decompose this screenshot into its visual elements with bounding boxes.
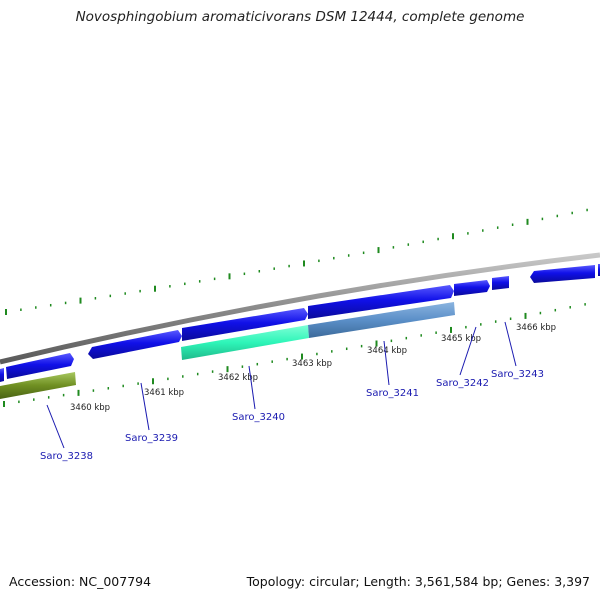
gene-label[interactable]: Saro_3243: [491, 369, 544, 380]
gene-label[interactable]: Saro_3238: [40, 451, 93, 462]
scale-labels: 3460 kbp 3461 kbp 3462 kbp 3463 kbp 3464…: [70, 323, 556, 413]
gene-arrow: [308, 285, 454, 319]
callout-line: [140, 382, 150, 431]
gene-arrow: [454, 280, 490, 296]
gene-label[interactable]: Saro_3240: [232, 412, 285, 423]
gene-label[interactable]: Saro_3242: [436, 378, 489, 389]
callout-line: [504, 321, 517, 367]
callout-line: [383, 340, 390, 386]
inner-tick-ring: [3, 303, 586, 407]
accession-text: Accession: NC_007794: [9, 574, 152, 589]
gene-arrow: [0, 368, 4, 382]
scale-label: 3463 kbp: [292, 359, 332, 369]
scale-label: 3460 kbp: [70, 403, 110, 413]
gene-arrow: [88, 330, 182, 359]
gene-bar-saro-3240: [181, 325, 309, 360]
gene-arrow: [6, 353, 74, 379]
map-title: Novosphingobium aromaticivorans DSM 1244…: [75, 9, 525, 25]
callout-line: [46, 404, 65, 449]
callout-lines: [46, 321, 517, 449]
scale-label: 3461 kbp: [144, 388, 184, 398]
gene-arrow: [492, 276, 509, 290]
scale-label: 3465 kbp: [441, 334, 481, 344]
gene-bar-saro-3238: [0, 372, 76, 399]
gene-arrow: [182, 308, 308, 341]
outer-tick-ring: [5, 208, 588, 315]
scale-label: 3464 kbp: [367, 346, 407, 356]
forward-strand-genes: [0, 264, 600, 382]
callout-line: [459, 326, 477, 376]
genome-backbone: [0, 252, 600, 365]
highlighted-genes: [0, 302, 455, 399]
gene-arrow: [530, 265, 595, 283]
scale-label: 3462 kbp: [218, 373, 258, 383]
gene-bar-saro-3241: [308, 302, 455, 338]
callout-line: [248, 365, 256, 410]
genome-summary-text: Topology: circular; Length: 3,561,584 bp…: [246, 574, 590, 589]
gene-label[interactable]: Saro_3239: [125, 433, 178, 444]
scale-label: 3466 kbp: [516, 323, 556, 333]
gene-labels: Saro_3238 Saro_3239 Saro_3240 Saro_3241 …: [40, 369, 544, 462]
gene-label[interactable]: Saro_3241: [366, 388, 419, 399]
